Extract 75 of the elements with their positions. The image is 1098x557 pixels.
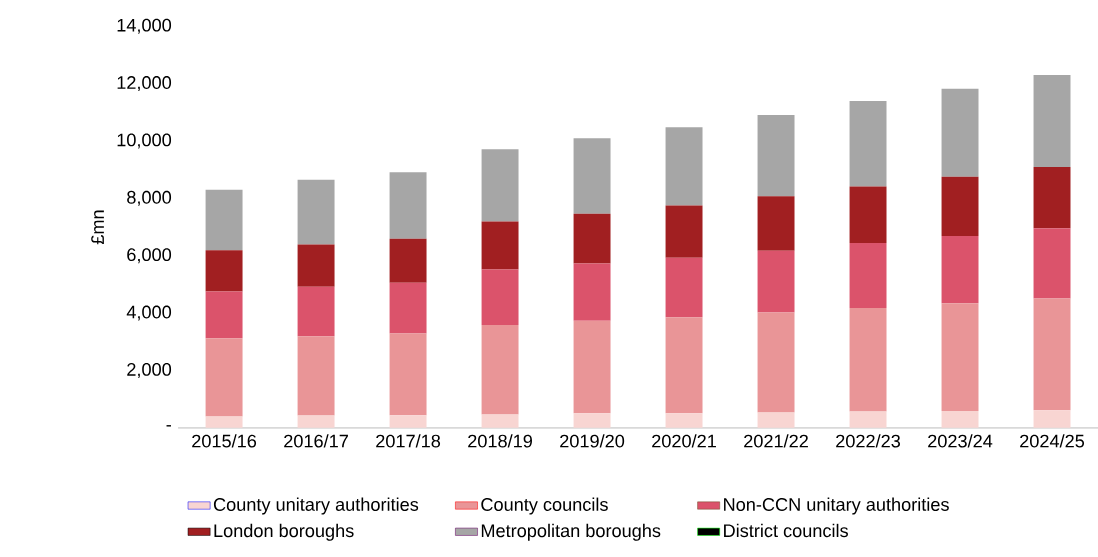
bar — [665, 413, 703, 428]
legend-label: Metropolitan boroughs — [481, 523, 661, 541]
bar — [297, 286, 335, 337]
bar — [849, 307, 887, 412]
x-tick-label: 2017/18 — [376, 434, 441, 448]
bar — [1033, 167, 1071, 229]
x-tick-label: 2023/24 — [928, 434, 993, 448]
y-tick-label: 12,000 — [117, 76, 172, 92]
bar — [941, 410, 979, 428]
y-tick-label: - — [166, 425, 171, 427]
x-tick-label: 2020/21 — [652, 434, 716, 448]
bar — [849, 101, 887, 187]
bar — [205, 291, 243, 339]
bar — [757, 250, 795, 313]
bar — [757, 312, 795, 413]
y-tick-label: 14,000 — [117, 18, 172, 34]
bar — [205, 250, 243, 292]
bar — [849, 411, 887, 428]
bar — [389, 415, 427, 428]
bar — [481, 269, 519, 325]
y-tick-label: 6,000 — [127, 248, 172, 264]
bar — [389, 238, 427, 283]
bar — [1033, 228, 1071, 299]
bar — [941, 176, 979, 236]
bar — [849, 243, 887, 308]
bar — [573, 213, 611, 264]
x-tick-label: 2019/20 — [560, 434, 625, 448]
bar — [297, 244, 335, 287]
bar — [665, 317, 703, 414]
bar — [297, 415, 335, 428]
bar — [757, 412, 795, 428]
legend-label: County councils — [481, 497, 608, 515]
bar — [389, 172, 427, 239]
x-tick-label: 2024/25 — [1020, 434, 1085, 448]
bar — [665, 205, 703, 258]
x-tick-label: 2015/16 — [192, 434, 257, 448]
bar — [757, 196, 795, 251]
bar — [665, 127, 703, 206]
bar — [205, 416, 243, 428]
bar — [573, 138, 611, 214]
y-tick-label: 4,000 — [126, 305, 172, 321]
bar — [941, 88, 979, 177]
bar — [481, 324, 519, 415]
bar — [573, 413, 611, 428]
bar — [297, 336, 335, 416]
bar — [665, 257, 703, 318]
legend-label: District councils — [724, 523, 848, 538]
x-tick-label: 2016/17 — [284, 434, 348, 448]
y-axis-title: £mn — [91, 210, 104, 245]
bar — [573, 263, 611, 321]
y-tick-label: 8,000 — [127, 190, 172, 206]
bar — [1033, 74, 1071, 168]
bar — [297, 179, 335, 245]
bar — [481, 149, 519, 222]
bar — [481, 414, 519, 428]
x-tick-label: 2018/19 — [468, 434, 532, 448]
bar — [941, 235, 979, 304]
y-tick-label: 10,000 — [117, 133, 172, 149]
bar — [389, 282, 427, 334]
bar — [573, 320, 611, 414]
bar — [849, 186, 887, 244]
bar — [757, 114, 795, 197]
legend-label: County unitary authorities — [213, 497, 419, 515]
y-tick-label: 2,000 — [127, 362, 172, 378]
x-tick-label: 2022/23 — [836, 434, 901, 448]
bar — [205, 338, 243, 417]
x-tick-label: 2021/22 — [744, 434, 808, 448]
legend-label: London boroughs — [214, 523, 354, 541]
bar — [205, 189, 243, 251]
legend-label: Non-CCN unitary authorities — [724, 497, 949, 515]
bar — [389, 333, 427, 416]
bar — [1033, 298, 1071, 411]
bar — [941, 303, 979, 411]
bar — [1033, 410, 1071, 428]
bar — [481, 221, 519, 270]
